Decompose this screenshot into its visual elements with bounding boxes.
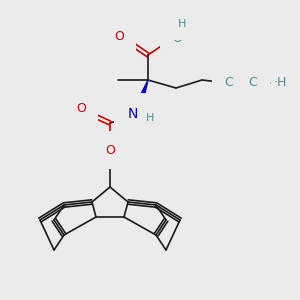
Text: C: C [249, 76, 257, 89]
Text: O: O [172, 32, 182, 44]
Text: H: H [146, 113, 154, 123]
Text: H: H [178, 19, 186, 29]
Text: O: O [76, 103, 86, 116]
Text: O: O [105, 143, 115, 157]
Text: ·H: ·H [274, 76, 287, 89]
Text: N: N [128, 107, 138, 121]
Text: C: C [225, 76, 233, 89]
Text: O: O [114, 29, 124, 43]
Polygon shape [135, 80, 148, 109]
